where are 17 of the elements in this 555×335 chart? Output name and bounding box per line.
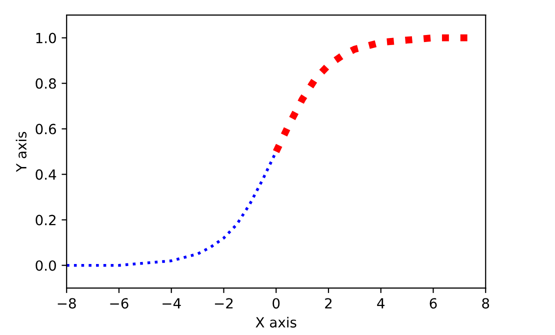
y-tick-label: 0.6 bbox=[36, 124, 56, 134]
x-axis-title: X axis bbox=[256, 316, 296, 328]
x-tick-label: 2 bbox=[325, 298, 332, 308]
x-tick-label: −6 bbox=[110, 298, 128, 309]
x-tick-label: 0 bbox=[272, 298, 280, 309]
x-tick-label: −8 bbox=[58, 298, 76, 309]
x-tick-label: −4 bbox=[162, 298, 181, 308]
x-tick-label: 8 bbox=[482, 298, 490, 309]
y-tick-label: 0.2 bbox=[36, 214, 56, 226]
x-tick-label: 6 bbox=[430, 298, 437, 309]
y-axis-title: Y axis bbox=[16, 132, 27, 172]
y-tick-label: 0.0 bbox=[36, 260, 56, 271]
y-tick-label: 1.0 bbox=[36, 32, 56, 44]
y-tick-label: 0.8 bbox=[36, 78, 56, 89]
y-tick-label: 0.4 bbox=[36, 169, 56, 180]
x-tick-label: 4 bbox=[377, 298, 385, 308]
x-tick-label: −2 bbox=[214, 298, 233, 308]
